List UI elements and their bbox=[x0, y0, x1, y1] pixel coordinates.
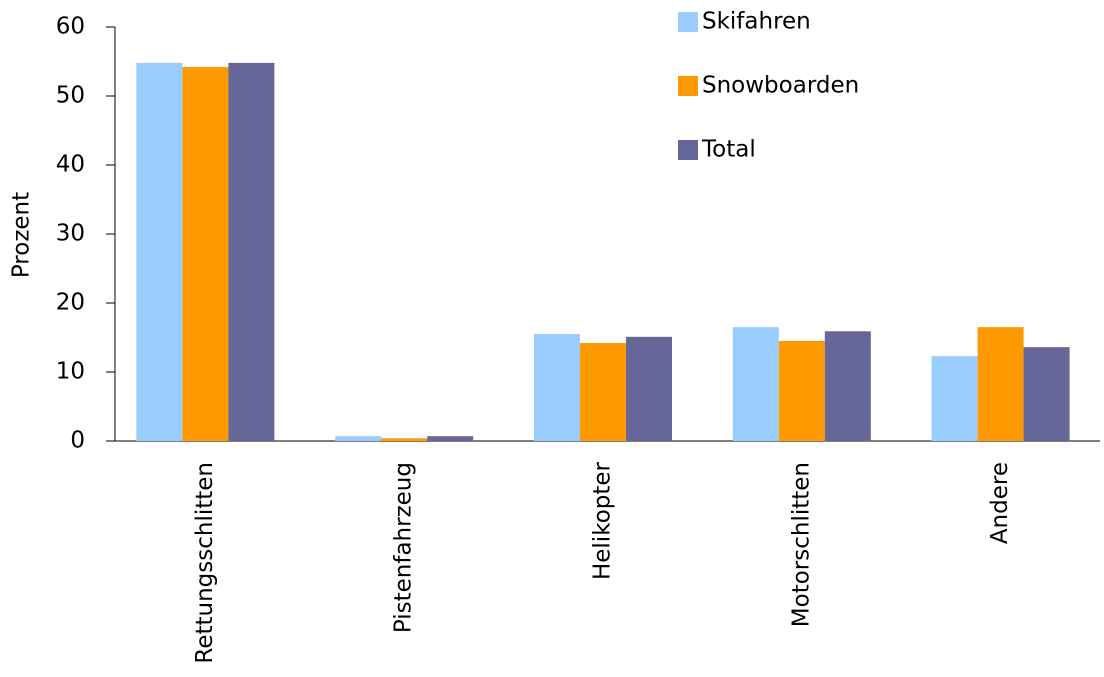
legend-label: Snowboarden bbox=[702, 73, 859, 99]
y-tick-label: 0 bbox=[70, 428, 85, 454]
x-tick-label: Motorschlitten bbox=[788, 462, 814, 627]
x-tick-label: Helikopter bbox=[590, 461, 616, 580]
y-tick-label: 50 bbox=[56, 83, 85, 109]
bar bbox=[580, 343, 626, 441]
bar bbox=[182, 67, 229, 442]
bar bbox=[977, 327, 1024, 441]
y-tick-label: 10 bbox=[56, 359, 85, 385]
x-tick-label: Andere bbox=[987, 462, 1013, 544]
bar bbox=[931, 356, 978, 441]
bar bbox=[824, 331, 871, 441]
bar bbox=[778, 340, 825, 441]
bar bbox=[732, 327, 779, 441]
y-axis-label: Prozent bbox=[9, 192, 35, 278]
y-tick-label: 40 bbox=[56, 152, 85, 178]
bar bbox=[534, 334, 580, 441]
bar bbox=[228, 62, 275, 441]
bar bbox=[626, 336, 672, 441]
bar bbox=[335, 436, 382, 441]
legend-label: Skifahren bbox=[702, 9, 811, 35]
bar bbox=[381, 438, 428, 441]
bar bbox=[427, 436, 474, 441]
y-tick-label: 60 bbox=[56, 14, 85, 40]
x-tick-label: Rettungsschlitten bbox=[192, 462, 218, 664]
legend-swatch bbox=[678, 12, 698, 32]
y-tick-label: 30 bbox=[56, 221, 85, 247]
bar bbox=[136, 62, 183, 441]
y-tick-label: 20 bbox=[56, 290, 85, 316]
bar bbox=[1023, 347, 1070, 441]
legend-label: Total bbox=[701, 137, 756, 163]
legend-swatch bbox=[678, 76, 698, 96]
x-tick-label: Pistenfahrzeug bbox=[391, 462, 417, 633]
legend-swatch bbox=[678, 140, 698, 160]
